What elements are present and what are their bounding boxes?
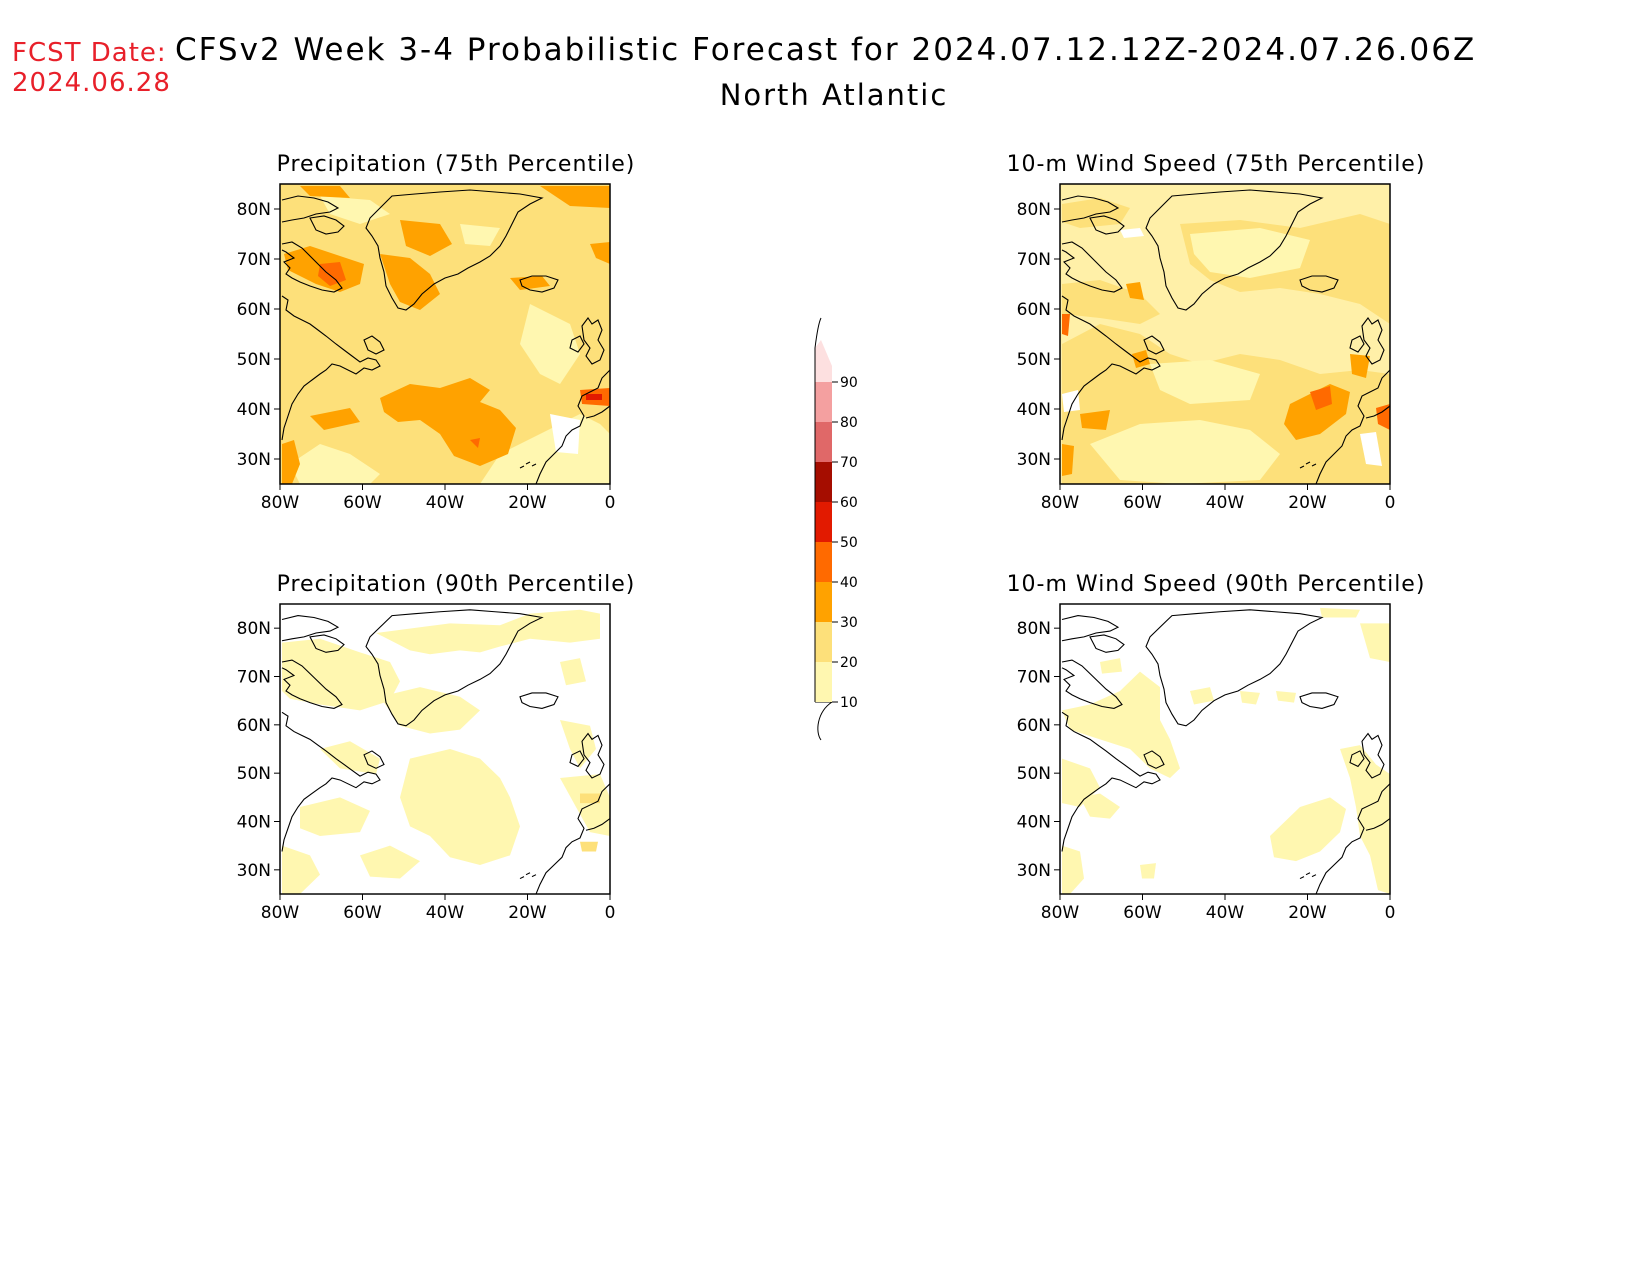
lon-tick-label: 0 — [605, 903, 616, 923]
lat-tick-label: 40N — [1017, 400, 1051, 420]
probability-fill-precip-75 — [282, 186, 610, 484]
colorbar-label: 20 — [840, 655, 858, 671]
colorbar: 10 20 30 40 50 60 70 80 90 — [814, 317, 858, 741]
lat-tick-label: 60N — [237, 716, 271, 736]
map-panel-precip-90 — [279, 603, 611, 895]
colorbar-label: 60 — [840, 495, 858, 511]
colorbar-label: 90 — [840, 375, 858, 391]
region-subtitle: North Atlantic — [719, 78, 949, 112]
lon-tick-label: 60W — [1123, 493, 1162, 513]
lat-tick-label: 80N — [1017, 619, 1051, 639]
colorbar-label: 30 — [840, 615, 858, 631]
lat-tick-label: 70N — [237, 668, 271, 688]
colorbar-swatch — [815, 422, 832, 462]
lat-tick-label: 70N — [1017, 668, 1051, 688]
lon-tick-label: 0 — [1385, 903, 1396, 923]
colorbar-swatch — [815, 382, 832, 422]
forecast-date-value: 2024.06.28 — [12, 68, 171, 98]
colorbar-label: 40 — [840, 575, 858, 591]
lon-tick-label: 40W — [426, 493, 465, 513]
page-title: CFSv2 Week 3-4 Probabilistic Forecast fo… — [175, 32, 1477, 68]
lon-tick-label: 60W — [343, 903, 382, 923]
colorbar-label: 70 — [840, 455, 858, 471]
panel-title-precip-90: Precipitation (90th Percentile) — [276, 572, 636, 597]
lon-tick-label: 40W — [1206, 903, 1245, 923]
lon-tick-label: 20W — [1288, 903, 1327, 923]
lat-tick-label: 30N — [237, 450, 271, 470]
colorbar-top-cap — [814, 317, 822, 349]
lat-tick-label: 60N — [1017, 300, 1051, 320]
forecast-date-block: FCST Date: 2024.06.28 — [12, 38, 171, 98]
lat-tick-label: 50N — [237, 350, 271, 370]
lon-tick-label: 40W — [1206, 493, 1245, 513]
colorbar-swatch — [815, 502, 832, 542]
lon-tick-label: 20W — [508, 493, 547, 513]
colorbar-label: 50 — [840, 535, 858, 551]
lat-tick-label: 80N — [237, 200, 271, 220]
map-panel-wind-75 — [1059, 183, 1391, 485]
colorbar-swatch — [815, 542, 832, 582]
lat-tick-label: 60N — [237, 300, 271, 320]
lon-tick-label: 60W — [1123, 903, 1162, 923]
lat-tick-label: 30N — [237, 861, 271, 881]
lon-tick-label: 60W — [343, 493, 382, 513]
lon-tick-label: 80W — [261, 903, 300, 923]
colorbar-label: 10 — [840, 695, 858, 711]
lon-tick-label: 80W — [1041, 903, 1080, 923]
lon-tick-label: 80W — [1041, 493, 1080, 513]
map-panel-wind-90 — [1059, 603, 1391, 895]
lon-tick-label: 80W — [261, 493, 300, 513]
forecast-date-label: FCST Date: — [12, 38, 167, 68]
colorbar-swatch — [815, 340, 832, 382]
colorbar-swatch — [815, 582, 832, 622]
lat-tick-label: 30N — [1017, 450, 1051, 470]
panel-title-precip-75: Precipitation (75th Percentile) — [276, 152, 636, 177]
probability-fill-precip-90 — [282, 609, 610, 895]
lat-tick-label: 40N — [237, 400, 271, 420]
lat-tick-label: 40N — [237, 813, 271, 833]
lat-tick-label: 50N — [1017, 350, 1051, 370]
colorbar-label: 80 — [840, 415, 858, 431]
lat-tick-label: 50N — [237, 764, 271, 784]
lat-tick-label: 70N — [1017, 250, 1051, 270]
probability-fill-wind-75 — [1062, 198, 1390, 484]
lon-tick-label: 20W — [1288, 493, 1327, 513]
lon-tick-label: 0 — [1385, 493, 1396, 513]
lon-tick-label: 40W — [426, 903, 465, 923]
colorbar-bottom-cap — [815, 701, 834, 741]
lat-tick-label: 50N — [1017, 764, 1051, 784]
lat-tick-label: 30N — [1017, 861, 1051, 881]
panel-title-wind-90: 10-m Wind Speed (90th Percentile) — [1006, 572, 1426, 597]
lon-tick-label: 20W — [508, 903, 547, 923]
colorbar-swatch — [815, 662, 832, 702]
lat-tick-label: 80N — [1017, 200, 1051, 220]
colorbar-swatch — [815, 622, 832, 662]
lat-tick-label: 70N — [237, 250, 271, 270]
lat-tick-label: 60N — [1017, 716, 1051, 736]
lat-tick-label: 40N — [1017, 813, 1051, 833]
panel-title-wind-75: 10-m Wind Speed (75th Percentile) — [1006, 152, 1426, 177]
lon-tick-label: 0 — [605, 493, 616, 513]
map-panel-precip-75 — [279, 183, 611, 485]
lat-tick-label: 80N — [237, 619, 271, 639]
colorbar-swatch — [815, 462, 832, 502]
